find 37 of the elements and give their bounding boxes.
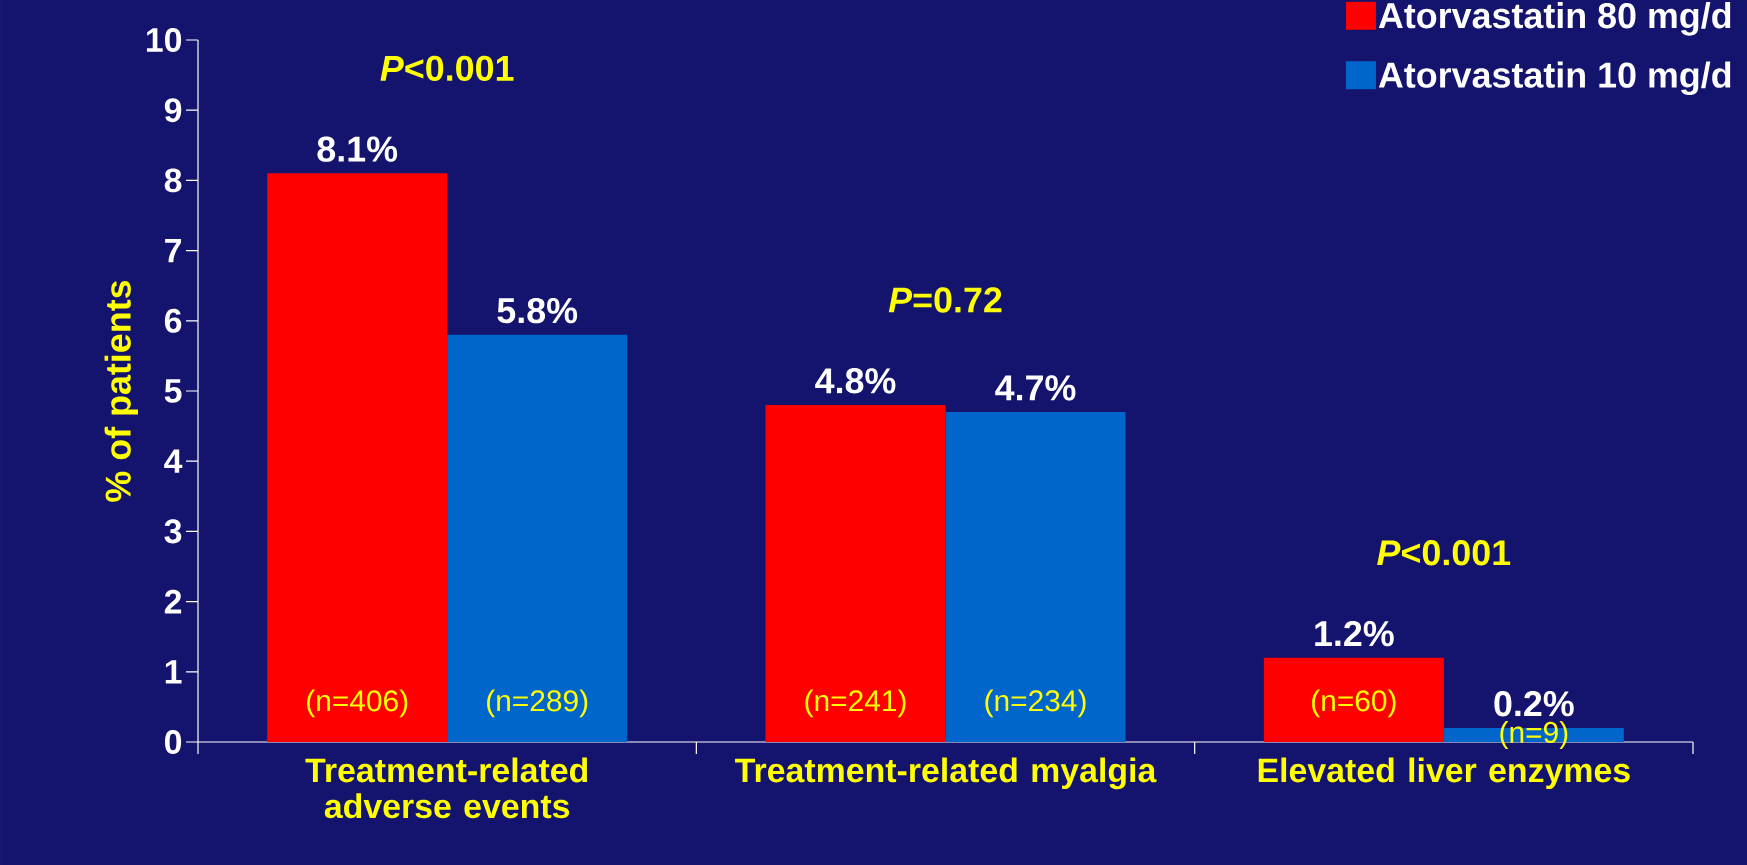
bar [447,334,628,742]
data-label: 4.7% [995,375,1076,401]
x-tick-label: Treatment-related adverse events [305,757,588,819]
y-tick-label: 4 [164,449,183,473]
y-tick-label: 1 [165,660,182,684]
annotation: P<0.001 [1377,540,1511,566]
annotation: P=0.72 [888,287,1002,313]
annotation: (n=60) [1312,689,1396,718]
annotation: (n=241) [805,689,906,718]
y-axis-title: % of patients [104,280,138,502]
y-tick-label: 5 [164,379,182,403]
data-label: 4.8% [815,368,896,394]
y-tick-label: 3 [164,519,182,544]
y-tick-label: 9 [164,98,182,123]
data-label: 8.1% [317,136,398,162]
annotation: (n=9) [1500,721,1568,749]
legend-label: Atorvastatin 10 mg/d [1378,61,1731,96]
legend-label: Atorvastatin 80 mg/d [1378,2,1731,36]
bar [267,173,448,742]
y-tick-label: 7 [165,238,181,263]
bar [1263,657,1444,742]
x-tick-label: Elevated liver enzymes [1258,757,1630,790]
annotation: P<0.001 [380,55,514,82]
annotation: (n=406) [307,689,408,718]
annotation: (n=234) [985,689,1086,718]
y-tick-label: 0 [165,729,182,754]
bar [945,412,1126,742]
data-label: 0.2% [1494,691,1574,717]
y-tick-label: 2 [164,589,182,614]
bar [765,405,946,742]
y-tick-label: 10 [146,27,182,52]
data-label: 5.8% [497,297,578,324]
y-tick-label: 6 [164,308,182,333]
y-tick-label: 8 [164,168,182,193]
x-tick-label: Treatment-related myalgia [735,757,1157,790]
data-label: 1.2% [1315,620,1394,647]
annotation: (n=289) [487,689,588,718]
